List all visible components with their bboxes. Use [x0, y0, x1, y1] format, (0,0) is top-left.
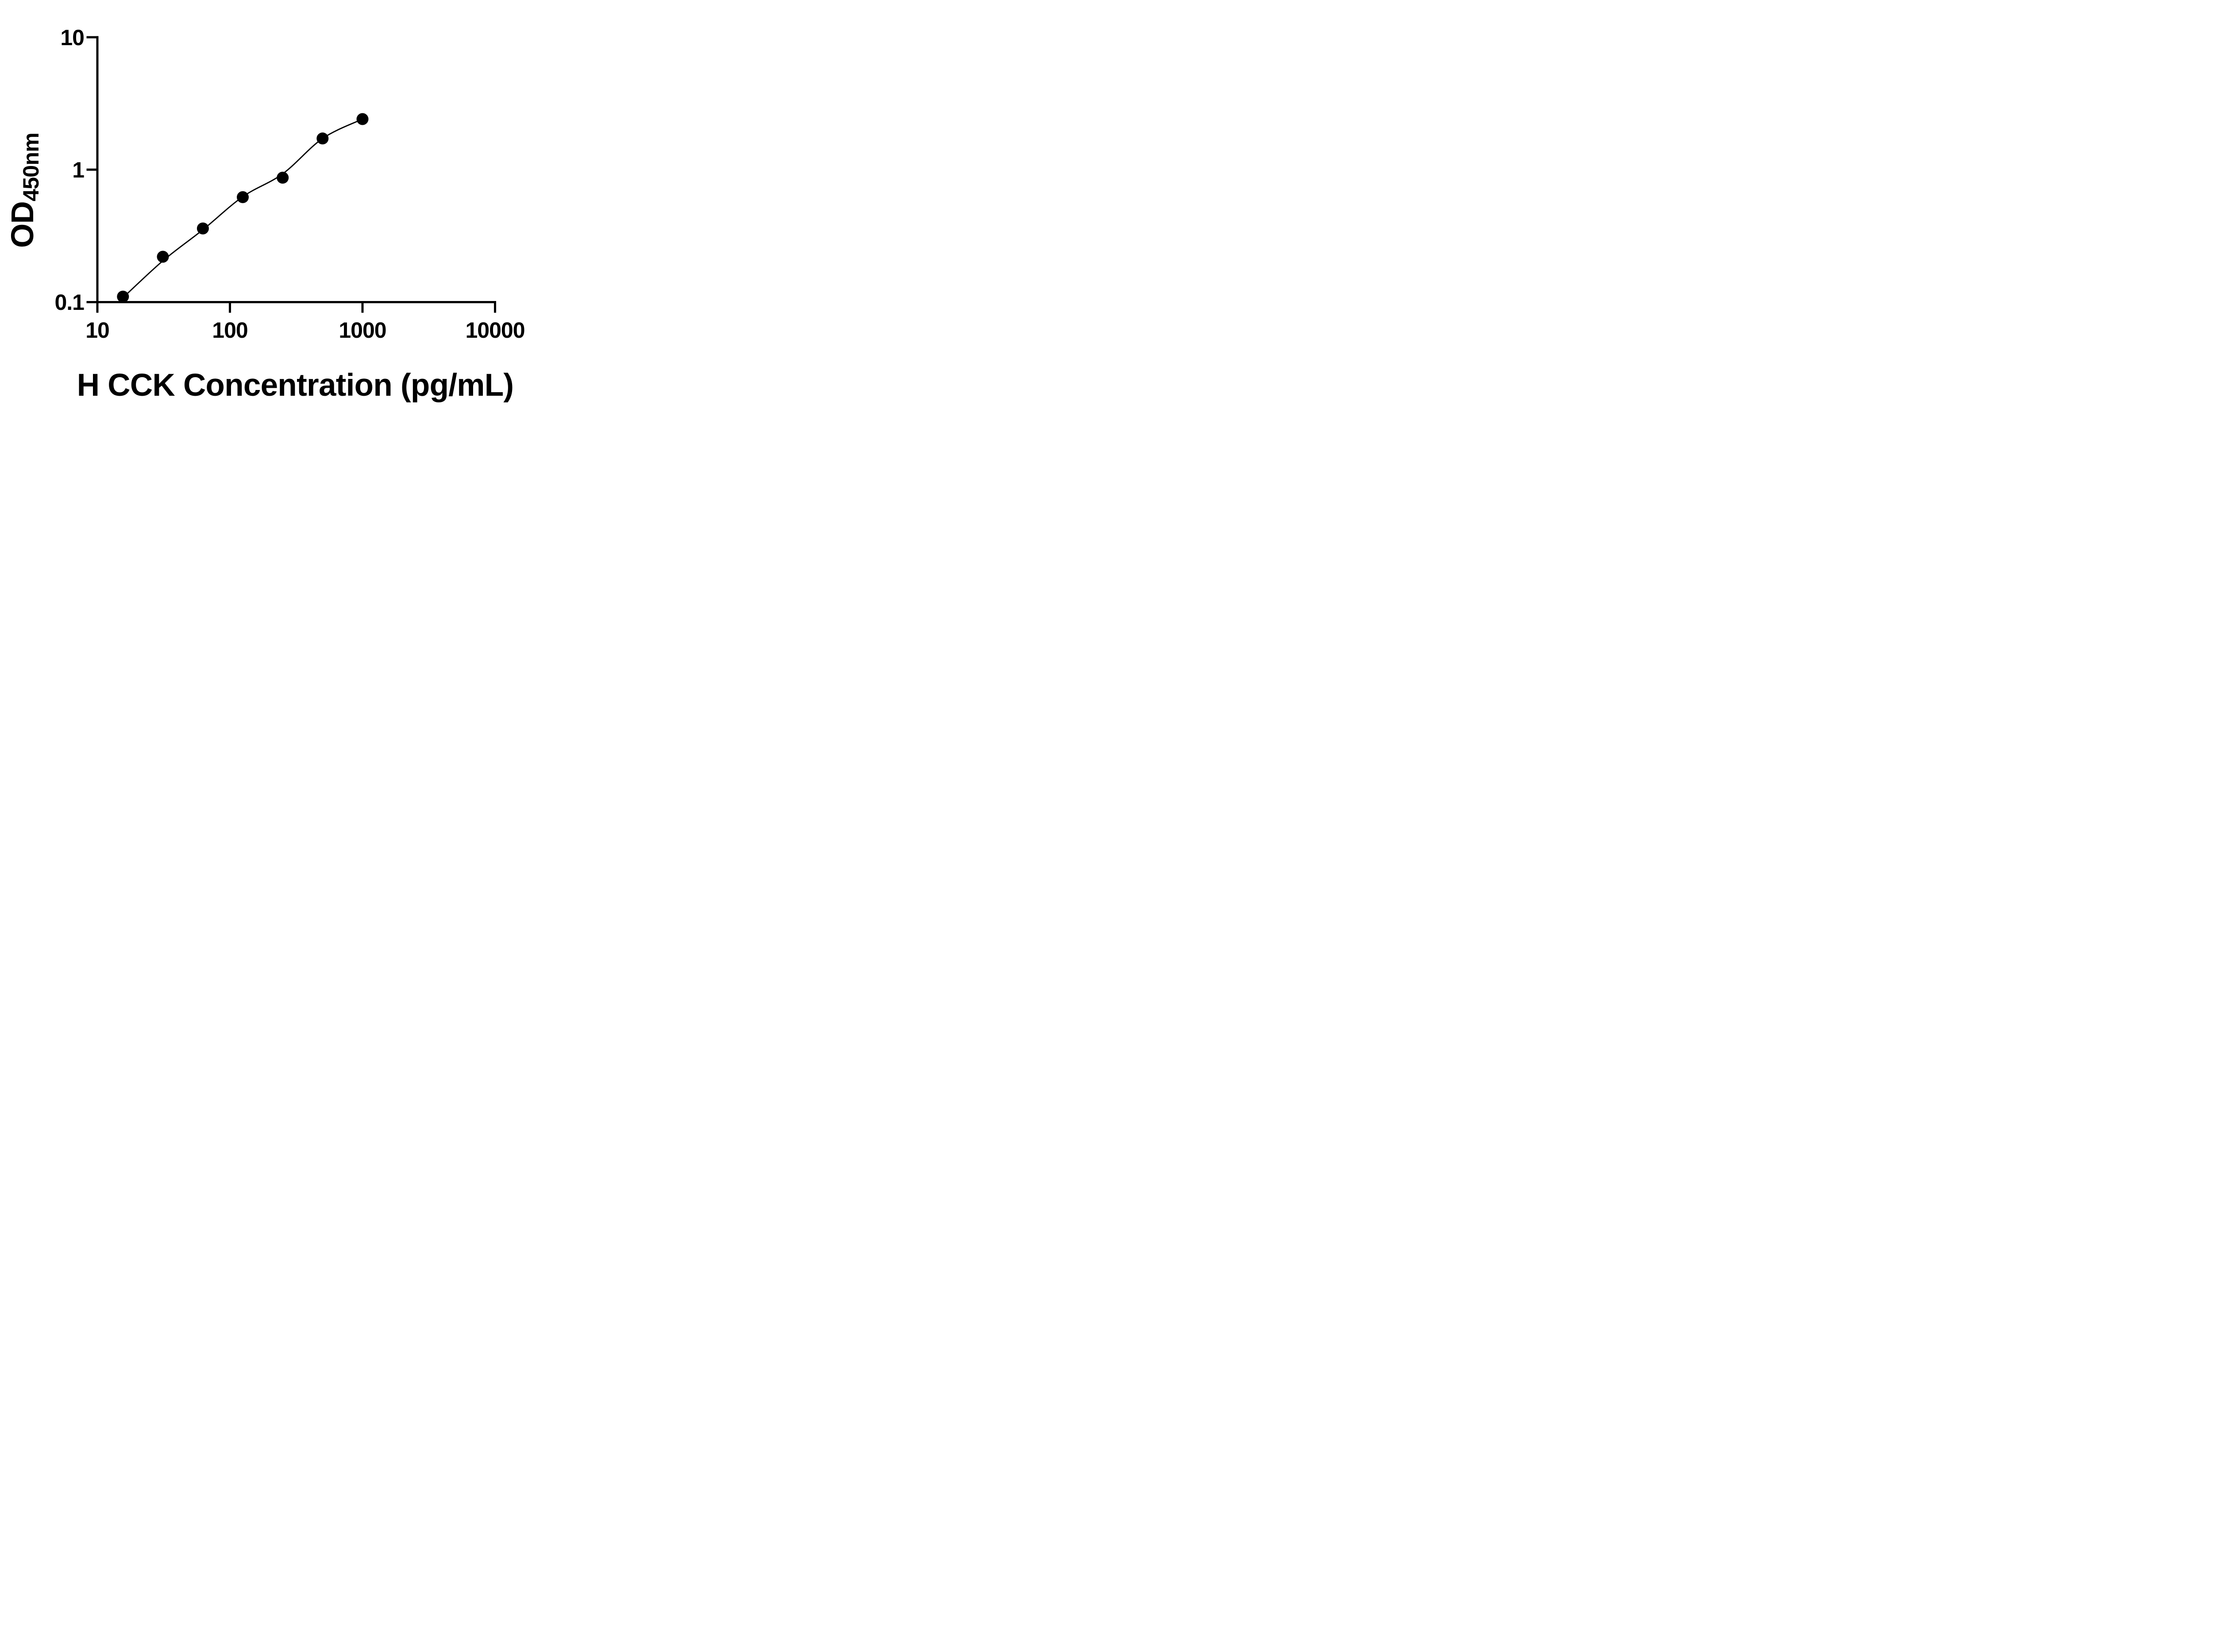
x-tick-label-10000: 10000 [465, 318, 524, 343]
axes [86, 36, 496, 313]
data-point [316, 132, 329, 145]
fit-curve [122, 118, 363, 298]
data-point-layer [117, 113, 369, 303]
data-point [277, 171, 289, 184]
y-tick-label-1: 1 [72, 158, 84, 182]
data-point [237, 191, 249, 203]
data-point [117, 290, 129, 303]
y-axis-title: OD450nm [5, 133, 43, 248]
fit-curve-layer [122, 118, 363, 298]
plot-svg: 10 100 1000 10000 0.1 1 10 H CCK Concent… [5, 25, 525, 403]
data-point [157, 251, 169, 263]
x-tick-label-10: 10 [85, 318, 109, 343]
x-tick-labels: 10 100 1000 10000 [85, 318, 525, 343]
data-point [356, 113, 369, 125]
data-point [197, 222, 209, 235]
y-tick-labels: 0.1 1 10 [54, 25, 85, 315]
y-tick-label-10: 10 [60, 25, 84, 50]
x-axis-title: H CCK Concentration (pg/mL) [77, 368, 514, 403]
elisa-standard-curve-figure: 10 100 1000 10000 0.1 1 10 H CCK Concent… [0, 0, 557, 413]
od-label-main: OD [5, 201, 40, 248]
x-tick-label-1000: 1000 [339, 318, 386, 343]
y-tick-label-0.1: 0.1 [54, 290, 84, 315]
x-tick-label-100: 100 [212, 318, 247, 343]
od-label-subscript: 450nm [19, 133, 43, 201]
